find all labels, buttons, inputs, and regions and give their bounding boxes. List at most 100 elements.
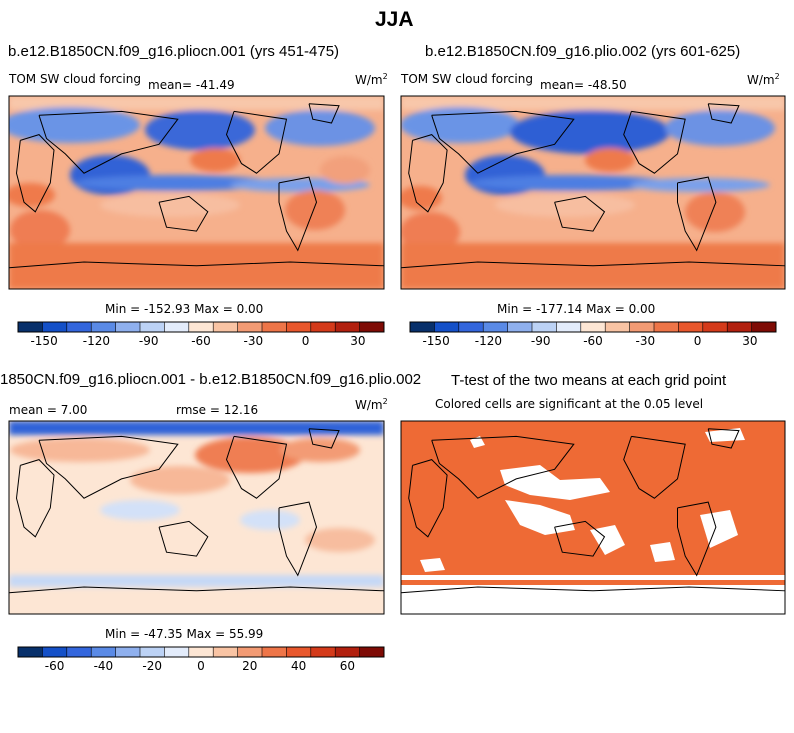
colorbar-swatch bbox=[434, 322, 460, 332]
colorbar-tick-label: 60 bbox=[340, 659, 355, 673]
continent-outline bbox=[623, 110, 686, 174]
colorbar-tick-label: -60 bbox=[45, 659, 65, 673]
panel-2-colorbar: -150 -120 -90 -60 -30 0 30 bbox=[409, 321, 777, 348]
colorbar-swatch bbox=[164, 647, 190, 657]
colorbar-tick-label: -120 bbox=[475, 334, 502, 348]
colorbar-swatch bbox=[188, 322, 214, 332]
colorbar-swatch bbox=[727, 322, 752, 332]
panel-3-title: 1850CN.f09_g16.pliocn.001 - b.e12.B1850C… bbox=[0, 371, 422, 388]
colorbar-tick-label: -90 bbox=[531, 334, 551, 348]
continent-outline bbox=[158, 520, 209, 557]
continent-outline bbox=[38, 435, 179, 499]
panel-3-coastline bbox=[8, 428, 385, 615]
panel-3-map bbox=[9, 421, 384, 614]
colorbar-swatch bbox=[237, 647, 263, 657]
colorbar-swatch bbox=[751, 322, 777, 332]
colorbar-swatch bbox=[237, 322, 263, 332]
colorbar-swatch bbox=[629, 322, 655, 332]
panel-4-subtitle: Colored cells are significant at the 0.0… bbox=[435, 397, 704, 411]
colorbar-swatch bbox=[18, 647, 43, 657]
panel-1-units: W/m2 bbox=[355, 72, 388, 87]
continent-outline bbox=[707, 428, 740, 449]
colorbar-swatch bbox=[678, 322, 704, 332]
colorbar-swatch bbox=[91, 322, 116, 332]
panel-3-rmse: rmse = 12.16 bbox=[176, 403, 259, 417]
colorbar-swatch bbox=[532, 322, 557, 332]
colorbar-swatch bbox=[91, 647, 116, 657]
colorbar-swatch bbox=[507, 322, 533, 332]
panel-2-map bbox=[401, 96, 785, 289]
colorbar-swatch bbox=[310, 322, 336, 332]
colorbar-tick-label: 0 bbox=[302, 334, 310, 348]
continent-outline bbox=[707, 103, 740, 124]
continent-outline bbox=[554, 520, 606, 557]
panel-4-coastline bbox=[400, 428, 786, 615]
continent-outline bbox=[38, 110, 179, 174]
colorbar-swatch bbox=[115, 322, 141, 332]
colorbar-tick-label: -60 bbox=[583, 334, 603, 348]
colorbar-tick-label: -30 bbox=[243, 334, 263, 348]
colorbar-tick-label: -90 bbox=[139, 334, 159, 348]
panel-4-map bbox=[401, 421, 785, 614]
continent-outline bbox=[677, 176, 717, 252]
colorbar-swatch bbox=[140, 647, 165, 657]
continent-outline bbox=[431, 110, 575, 174]
panel-2-units: W/m2 bbox=[747, 72, 780, 87]
colorbar-swatch bbox=[702, 322, 728, 332]
colorbar-tick-label: -20 bbox=[142, 659, 162, 673]
colorbar-swatch bbox=[66, 647, 92, 657]
panel-2-mean: mean= -48.50 bbox=[540, 78, 627, 92]
colorbar-swatch bbox=[262, 322, 287, 332]
colorbar-swatch bbox=[410, 322, 435, 332]
continent-outline bbox=[408, 459, 448, 538]
panel-3-units: W/m2 bbox=[355, 397, 388, 412]
colorbar-swatch bbox=[335, 322, 360, 332]
panel-1-mean: mean= -41.49 bbox=[148, 78, 235, 92]
continent-outline bbox=[8, 586, 385, 615]
panel-3-mean: mean = 7.00 bbox=[9, 403, 88, 417]
colorbar-swatch bbox=[18, 322, 43, 332]
colorbar-swatch bbox=[359, 647, 385, 657]
colorbar-tick-label: -150 bbox=[422, 334, 449, 348]
continent-outline bbox=[225, 435, 288, 499]
panel-1-variable-label: TOM SW cloud forcing bbox=[9, 72, 141, 86]
colorbar-swatch bbox=[335, 647, 360, 657]
colorbar-swatch bbox=[286, 322, 312, 332]
colorbar-swatch bbox=[310, 647, 336, 657]
continent-outline bbox=[308, 103, 340, 124]
colorbar-swatch bbox=[66, 322, 92, 332]
colorbar-tick-label: 0 bbox=[197, 659, 205, 673]
panel-3-minmax: Min = -47.35 Max = 55.99 bbox=[105, 627, 264, 641]
continent-outline bbox=[278, 501, 318, 577]
colorbar-tick-label: 20 bbox=[242, 659, 257, 673]
panel-1-colorbar: -150 -120 -90 -60 -30 0 30 bbox=[17, 321, 385, 348]
colorbar-tick-label: 30 bbox=[742, 334, 757, 348]
continent-outline bbox=[677, 501, 717, 577]
colorbar-swatch bbox=[262, 647, 287, 657]
colorbar-swatch bbox=[188, 647, 214, 657]
colorbar-tick-label: -150 bbox=[30, 334, 57, 348]
continent-outline bbox=[400, 586, 786, 615]
colorbar-tick-label: -40 bbox=[94, 659, 114, 673]
colorbar-outline bbox=[17, 321, 385, 333]
colorbar-tick-label: -60 bbox=[191, 334, 211, 348]
colorbar-swatch bbox=[605, 322, 630, 332]
colorbar-tick-label: 40 bbox=[291, 659, 306, 673]
colorbar-swatch bbox=[42, 647, 68, 657]
continent-outline bbox=[15, 134, 55, 213]
colorbar-swatch bbox=[556, 322, 582, 332]
continent-outline bbox=[278, 176, 318, 252]
panel-2-variable-label: TOM SW cloud forcing bbox=[401, 72, 533, 86]
colorbar-tick-label: -30 bbox=[635, 334, 655, 348]
panel-2-coastline bbox=[400, 103, 786, 290]
continent-outline bbox=[225, 110, 288, 174]
continent-outline bbox=[15, 459, 55, 538]
colorbar-swatch bbox=[580, 322, 606, 332]
colorbar-swatch bbox=[164, 322, 190, 332]
panel-1-title: b.e12.B1850CN.f09_g16.pliocn.001 (yrs 45… bbox=[8, 43, 340, 60]
colorbar-tick-label: 0 bbox=[694, 334, 702, 348]
continent-outline bbox=[158, 195, 209, 232]
continent-outline bbox=[623, 435, 686, 499]
colorbar-swatch bbox=[140, 322, 165, 332]
